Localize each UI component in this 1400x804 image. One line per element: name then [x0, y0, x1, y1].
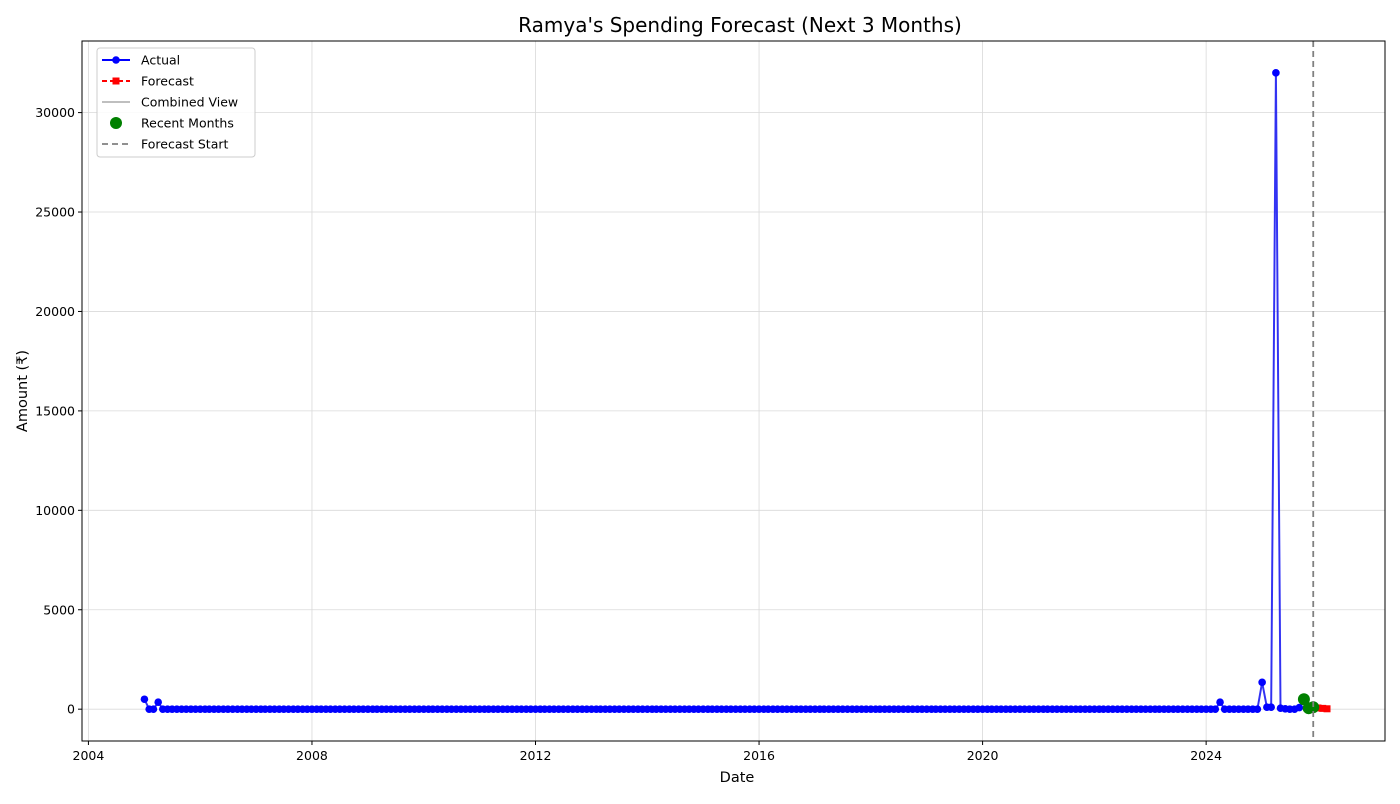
- legend-label: Actual: [141, 53, 180, 68]
- x-tick-label: 2012: [520, 748, 552, 763]
- chart-title: Ramya's Spending Forecast (Next 3 Months…: [518, 13, 962, 37]
- legend-marker-forecast: [112, 77, 120, 85]
- forecast-point: [1323, 705, 1331, 713]
- actual-line: [143, 72, 1314, 711]
- plot-area: [140, 41, 1331, 741]
- x-tick-label: 2016: [743, 748, 775, 763]
- y-tick-label: 5000: [43, 602, 75, 617]
- legend-label: Forecast: [141, 74, 194, 89]
- legend-marker-recent: [110, 117, 122, 129]
- recent-month-point: [1297, 693, 1310, 706]
- y-tick-label: 15000: [35, 403, 75, 418]
- actual-point: [1258, 678, 1266, 687]
- recent-month-point: [1307, 701, 1320, 714]
- actual-point: [154, 698, 162, 707]
- actual-point: [1295, 703, 1304, 712]
- actual-point: [149, 705, 158, 713]
- y-tick-label: 10000: [35, 503, 75, 518]
- actual-point: [1253, 705, 1262, 713]
- legend-label: Recent Months: [141, 116, 234, 131]
- plot-frame: [81, 40, 1386, 742]
- actual-point: [1267, 703, 1275, 711]
- y-tick-label: 30000: [35, 105, 75, 120]
- x-tick-label: 2004: [73, 748, 105, 763]
- actual-point: [1211, 705, 1220, 713]
- actual-point: [1216, 698, 1224, 707]
- combined-view-line: [143, 72, 1328, 710]
- x-tick-label: 2020: [967, 748, 999, 763]
- y-tick-label: 0: [67, 702, 75, 717]
- legend-box: [96, 47, 256, 158]
- legend: Actual Forecast Combined View Recent Months…: [96, 47, 256, 158]
- actual-point: [140, 695, 149, 704]
- legend-marker-actual: [112, 56, 120, 64]
- y-tick-label: 25000: [35, 205, 75, 220]
- axis-ticks: 2004 2008 2012 2016 2020 2024 0 5000 10000 15000 2…: [35, 105, 1222, 763]
- x-axis-label: Date: [720, 770, 755, 786]
- x-tick-label: 2008: [296, 748, 328, 763]
- forecast-point: [1319, 704, 1327, 712]
- actual-point: [1272, 69, 1280, 77]
- legend-label: Forecast Start: [141, 137, 229, 152]
- y-tick-label: 20000: [35, 304, 75, 319]
- grid: [82, 41, 1385, 741]
- legend-label: Combined View: [141, 95, 238, 110]
- y-axis-label: Amount (₹): [15, 350, 31, 432]
- x-tick-label: 2024: [1190, 748, 1222, 763]
